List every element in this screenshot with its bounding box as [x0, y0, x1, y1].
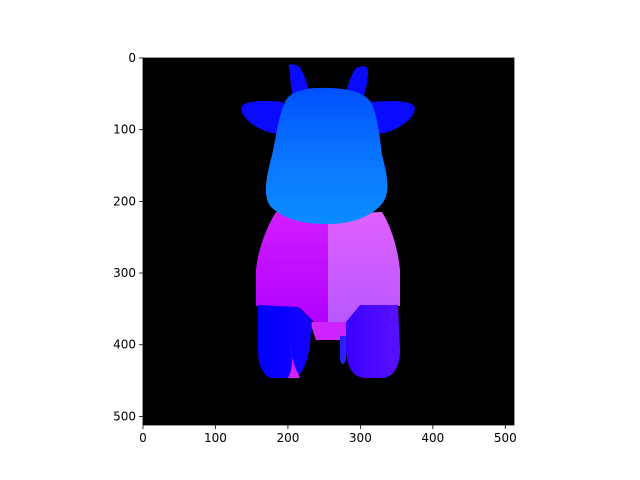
- y-tick-label: 100: [113, 123, 136, 137]
- x-tick-label: 500: [494, 431, 517, 445]
- y-tick-label: 500: [113, 409, 136, 423]
- y-tick-label: 0: [128, 51, 136, 65]
- left-hind-leg-pink: [288, 346, 300, 378]
- y-axis: 0 100 200 300 400 500: [113, 51, 143, 423]
- x-tick-label: 300: [349, 431, 372, 445]
- right-inner-leg: [340, 336, 346, 365]
- x-tick-label: 400: [421, 431, 444, 445]
- left-front-leg: [258, 305, 312, 378]
- head: [265, 87, 388, 224]
- x-tick-label: 100: [204, 431, 227, 445]
- body-right: [328, 212, 400, 322]
- y-tick-label: 400: [113, 338, 136, 352]
- left-ear: [241, 101, 290, 134]
- y-tick-label: 300: [113, 266, 136, 280]
- right-ear: [366, 101, 415, 134]
- normal-map-image: [241, 64, 415, 378]
- plot-frame: [142, 57, 515, 426]
- right-front-leg: [346, 305, 400, 378]
- body-left: [256, 212, 329, 322]
- x-tick-label: 0: [139, 431, 147, 445]
- x-axis: 0 100 200 300 400 500: [139, 425, 517, 445]
- plot-area: [142, 57, 515, 426]
- hip-band: [310, 322, 350, 340]
- x-tick-label: 200: [276, 431, 299, 445]
- y-tick-label: 200: [113, 194, 136, 208]
